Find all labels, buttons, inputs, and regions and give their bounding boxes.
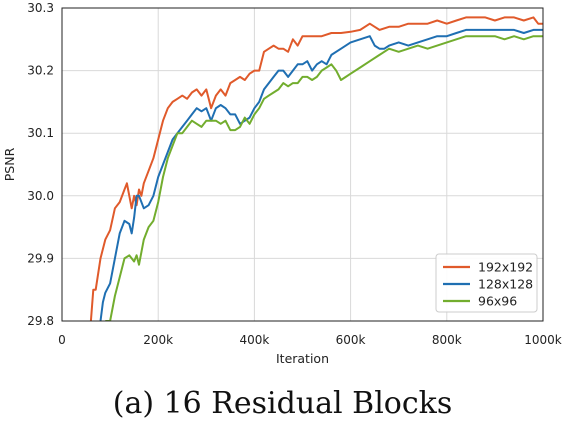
y-tick-label: 30.3 — [27, 1, 54, 15]
y-tick-label: 29.8 — [27, 314, 54, 328]
x-tick-label: 400k — [239, 333, 269, 347]
legend-box — [435, 253, 538, 313]
y-tick-label: 29.9 — [27, 251, 54, 265]
series-line-128x128 — [99, 28, 543, 321]
plot-frame — [61, 7, 544, 322]
psnr-line-chart: 0 200k 400k 600k 800k 1000k 29.8 29.9 30.0 30.1 30… — [2, 1, 562, 366]
figure-caption: (a) 16 Residual Blocks — [112, 386, 453, 421]
legend-label: 96x96 — [478, 294, 517, 309]
series-line-96x96 — [105, 35, 543, 321]
y-axis-label: PSNR — [2, 147, 17, 181]
x-tick-label: 1000k — [524, 333, 562, 347]
series-layer — [89, 16, 543, 321]
x-axis-label: Iteration — [276, 351, 329, 366]
y-tick-label: 30.0 — [27, 189, 54, 203]
axis-ticks: 0 200k 400k 600k 800k 1000k 29.8 29.9 30.0 30.1 30… — [27, 1, 562, 347]
legend-label: 192x192 — [478, 260, 533, 275]
y-tick-label: 30.1 — [27, 126, 54, 140]
x-tick-label: 200k — [143, 333, 173, 347]
legend: 192x192 128x128 96x96 — [435, 253, 538, 313]
y-tick-label: 30.2 — [27, 64, 54, 78]
legend-label: 128x128 — [478, 277, 533, 292]
x-tick-label: 0 — [58, 333, 66, 347]
x-tick-label: 800k — [432, 333, 462, 347]
x-tick-label: 600k — [336, 333, 366, 347]
